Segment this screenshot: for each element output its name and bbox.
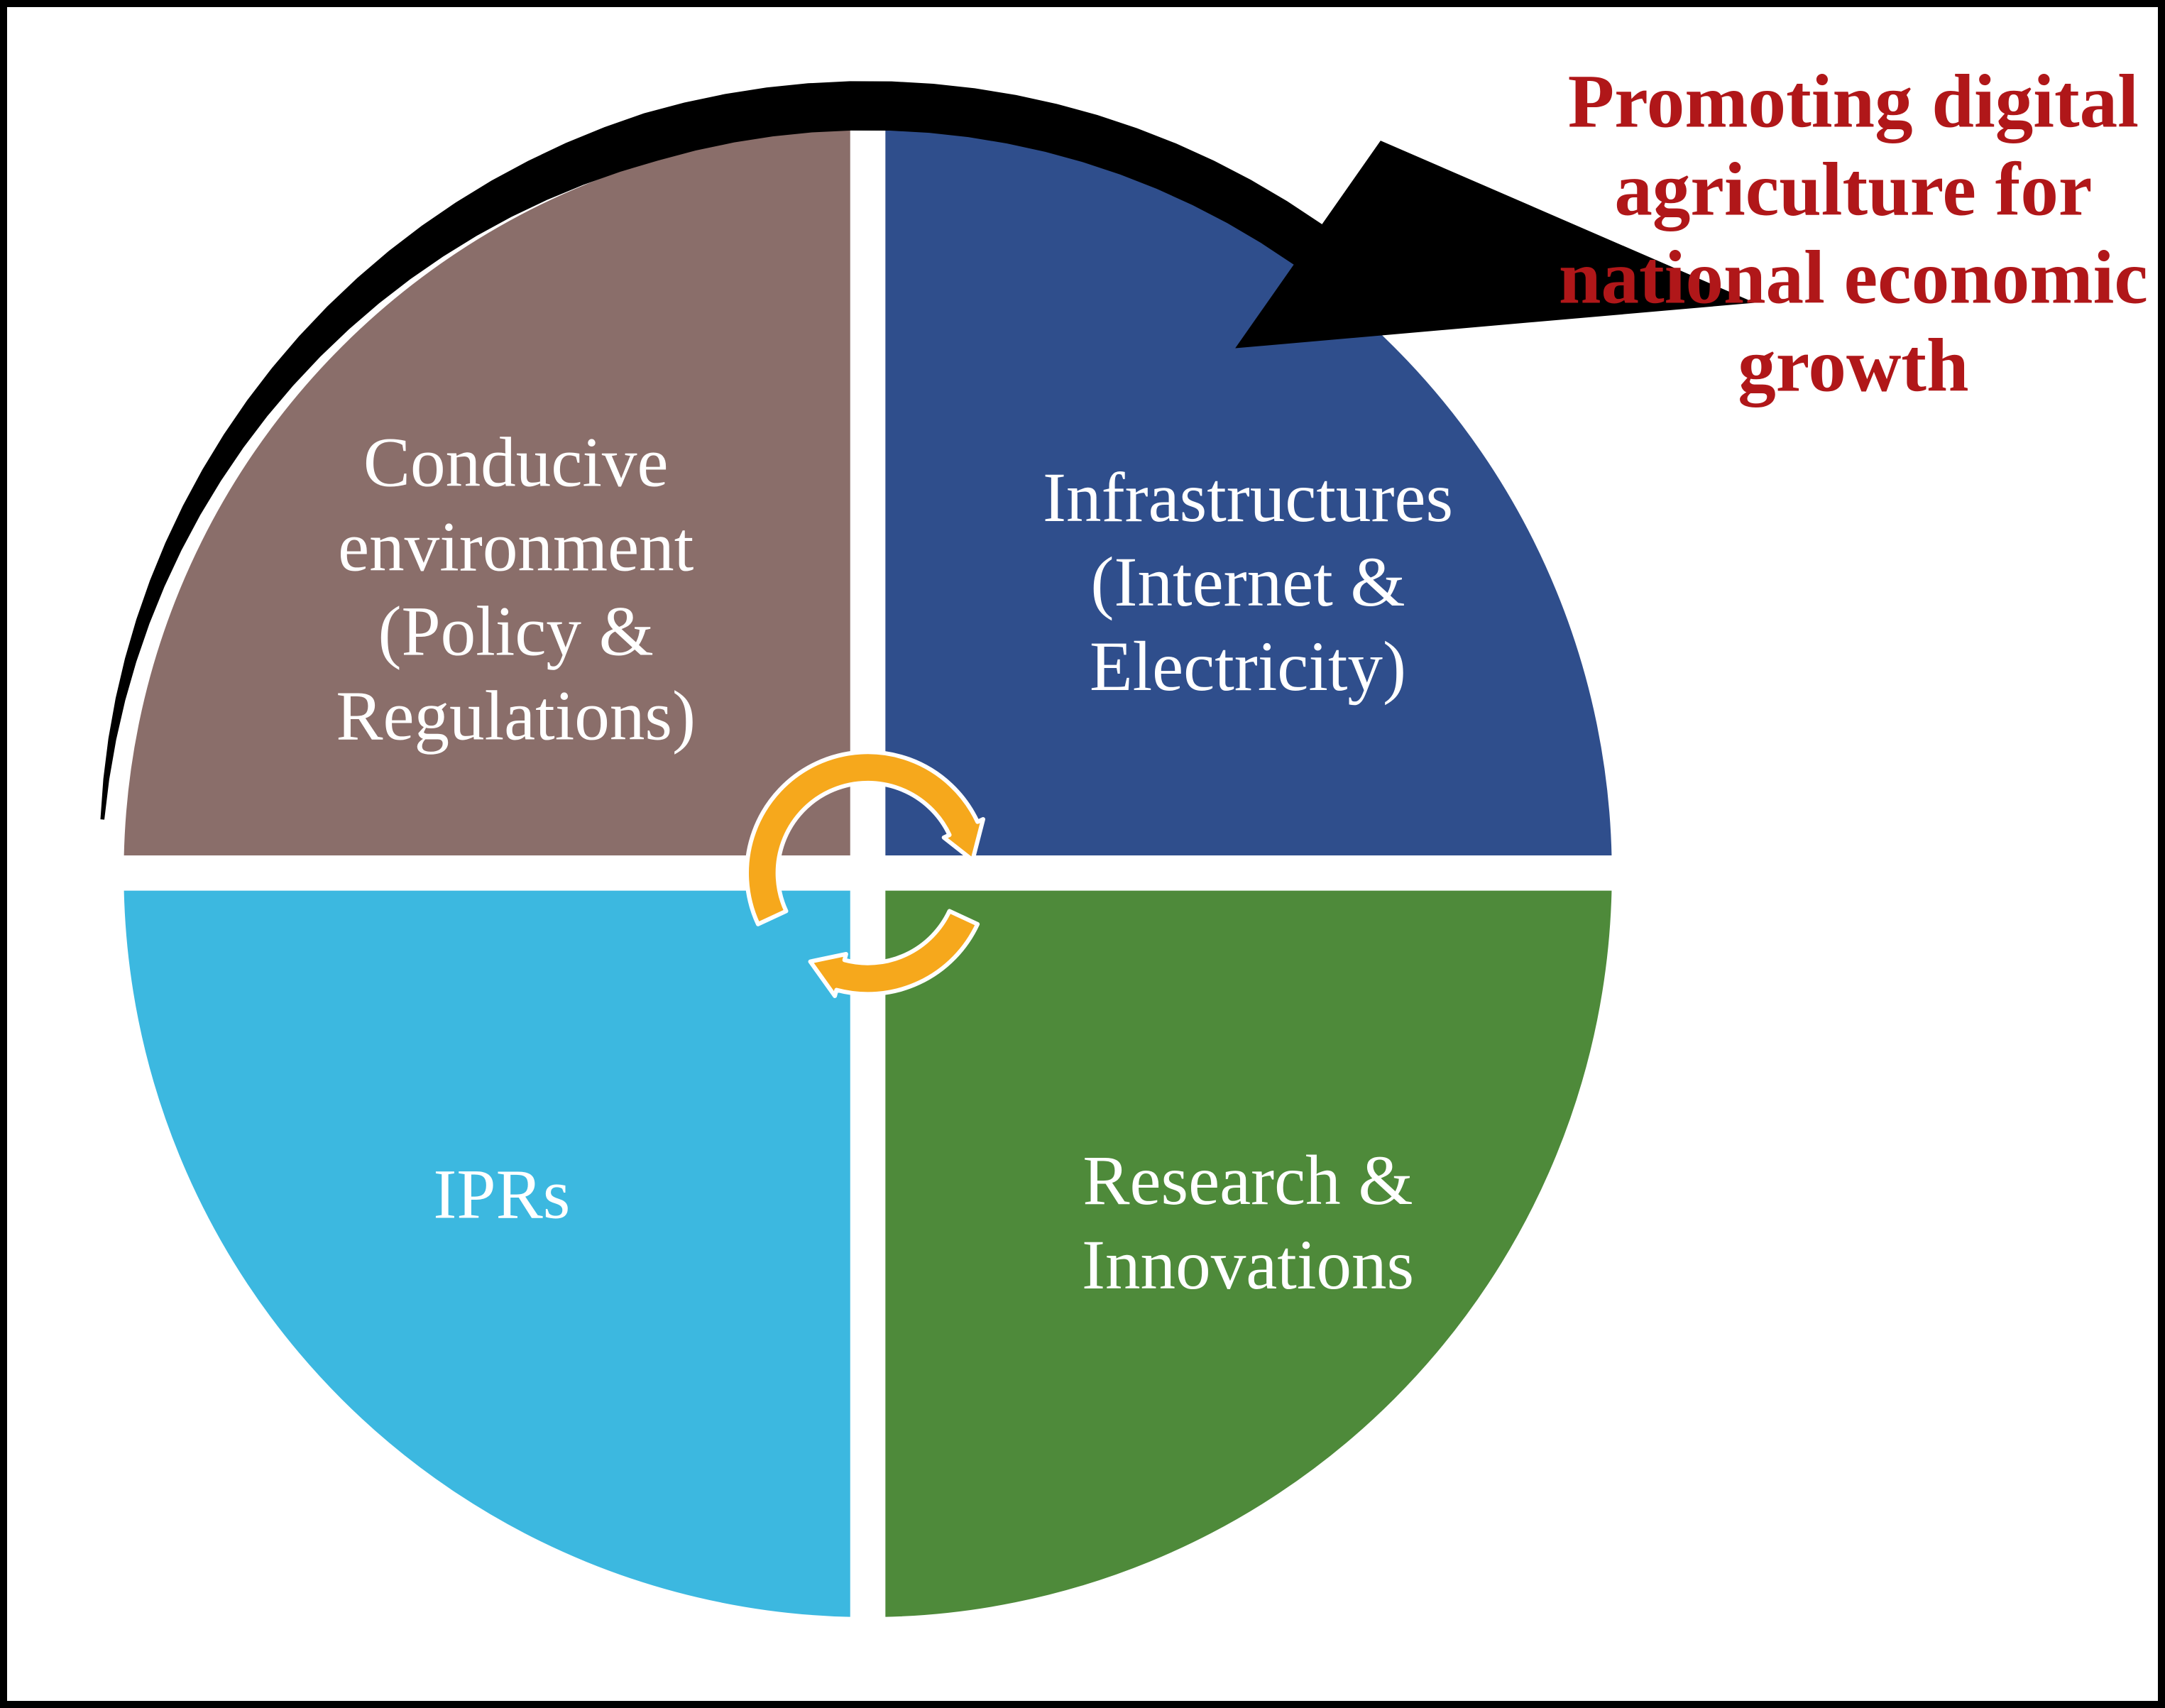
diagram-svg: Conduciveenvironment(Policy &Regulations… [7,7,2158,1701]
quadrant-bottom-left-label: IPRs [433,1156,570,1234]
quadrant-bottom-left [122,889,853,1619]
diagram-frame: Conduciveenvironment(Policy &Regulations… [0,0,2165,1708]
quadrant-top-right-label: Infrastructures(Internet &Electricity) [1043,459,1453,706]
annotation-text: Promoting digitalagriculture fornational… [1559,60,2148,408]
